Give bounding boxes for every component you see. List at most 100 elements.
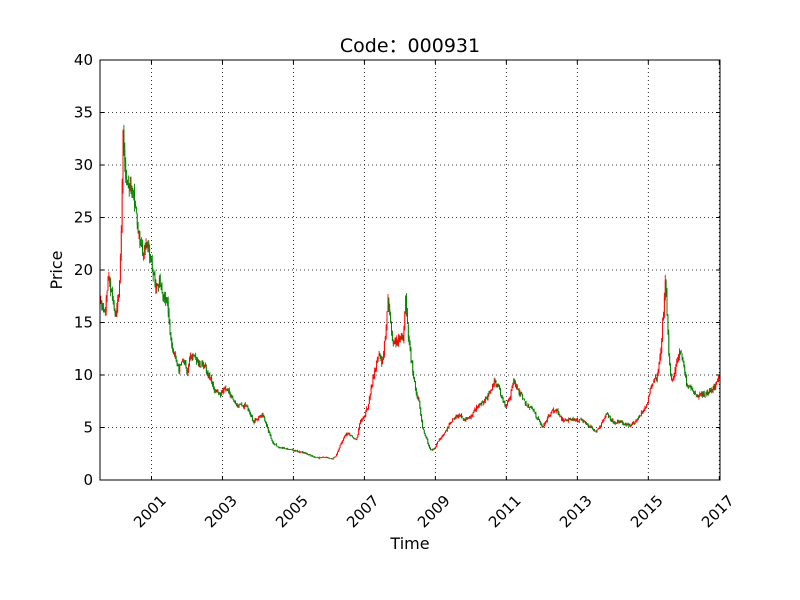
candle-body: [686, 377, 687, 386]
candle-body: [631, 425, 633, 426]
candle-body: [684, 366, 686, 372]
candle-body: [183, 360, 185, 362]
candle-body: [406, 312, 408, 324]
candle-body: [198, 362, 200, 367]
candle-body: [583, 421, 585, 423]
candle-body: [500, 395, 502, 398]
candle-body: [180, 364, 182, 366]
candle-body: [714, 384, 716, 389]
candle-body: [497, 384, 499, 387]
candle-body: [612, 419, 614, 423]
candle-body: [157, 283, 159, 286]
candle-body: [478, 404, 480, 407]
candle-body: [562, 418, 563, 421]
candle-body: [496, 384, 498, 386]
candle-body: [563, 420, 565, 421]
candle-body: [463, 419, 465, 421]
candle-body: [704, 394, 706, 396]
candle-body: [520, 392, 522, 395]
candle-body: [708, 391, 710, 393]
candle-body: [110, 281, 112, 292]
candle-body: [534, 412, 536, 414]
candle-body: [106, 292, 108, 299]
candle-body: [247, 406, 249, 411]
candle-body: [564, 419, 566, 421]
candle-body: [465, 417, 467, 420]
candle-body: [309, 454, 311, 456]
candle-body: [655, 377, 656, 379]
candle-body: [433, 448, 435, 450]
candle-body: [661, 338, 663, 353]
candle-body: [357, 434, 359, 438]
candle-body: [488, 393, 490, 395]
candle-body: [655, 377, 657, 380]
candle-body: [333, 457, 335, 458]
candle-body: [441, 436, 443, 438]
candle-body: [571, 418, 573, 421]
candle-body: [445, 430, 447, 431]
candle-body: [192, 355, 194, 360]
candle-body: [305, 453, 307, 454]
candle-body: [320, 457, 322, 458]
candle-body: [625, 423, 627, 426]
candle-body: [660, 351, 662, 357]
candle-body: [620, 421, 622, 423]
candle-body: [517, 389, 519, 390]
candle-body: [324, 457, 326, 458]
candle-body: [307, 454, 309, 456]
candle-body: [395, 338, 397, 345]
candle-body: [624, 423, 625, 425]
candle-body: [464, 419, 466, 420]
candle-body: [615, 423, 617, 424]
candle-body: [595, 430, 597, 433]
candle-body: [593, 429, 594, 431]
candle-body: [670, 365, 672, 376]
candle-body: [711, 389, 713, 392]
candle-body: [677, 360, 679, 362]
candle-body: [334, 456, 336, 458]
candle-body: [709, 390, 711, 393]
candle-body: [409, 342, 411, 349]
candle-body: [525, 403, 527, 406]
candle-body: [690, 387, 692, 389]
candle-body: [361, 418, 363, 422]
candle-body: [365, 412, 367, 416]
candle-body: [678, 350, 680, 358]
candle-body: [609, 417, 611, 420]
candle-body: [510, 390, 512, 398]
candle-body: [602, 420, 604, 422]
candle-body: [460, 414, 462, 416]
candle-body: [370, 387, 372, 395]
candle-body: [200, 367, 202, 368]
candle-body: [529, 407, 531, 409]
candle-body: [273, 442, 275, 444]
candle-body: [203, 364, 205, 369]
candle-body: [490, 390, 492, 393]
candle-body: [410, 348, 412, 360]
candle-body: [118, 296, 120, 300]
candle-body: [515, 386, 517, 389]
candle-body: [599, 426, 601, 428]
candle-body: [509, 398, 511, 400]
candle-body: [536, 416, 538, 419]
candle-body: [108, 276, 110, 279]
candle-body: [304, 452, 306, 454]
candle-body: [271, 438, 273, 441]
candle-body: [297, 450, 299, 452]
candle-body: [531, 408, 533, 410]
candle-body: [484, 397, 486, 401]
candle-body: [428, 443, 430, 446]
candle-body: [234, 401, 236, 403]
candle-body: [282, 447, 284, 449]
candle-body: [169, 323, 171, 332]
candle-body: [286, 448, 288, 450]
candle-body: [419, 400, 421, 407]
candle-body: [248, 409, 250, 411]
candle-body: [682, 357, 684, 362]
y-tick-label: 20: [74, 261, 93, 279]
candle-body: [603, 418, 605, 421]
candle-body: [287, 448, 289, 450]
candle-body: [485, 397, 487, 398]
candle-body: [467, 417, 469, 419]
candle-body: [584, 421, 586, 423]
